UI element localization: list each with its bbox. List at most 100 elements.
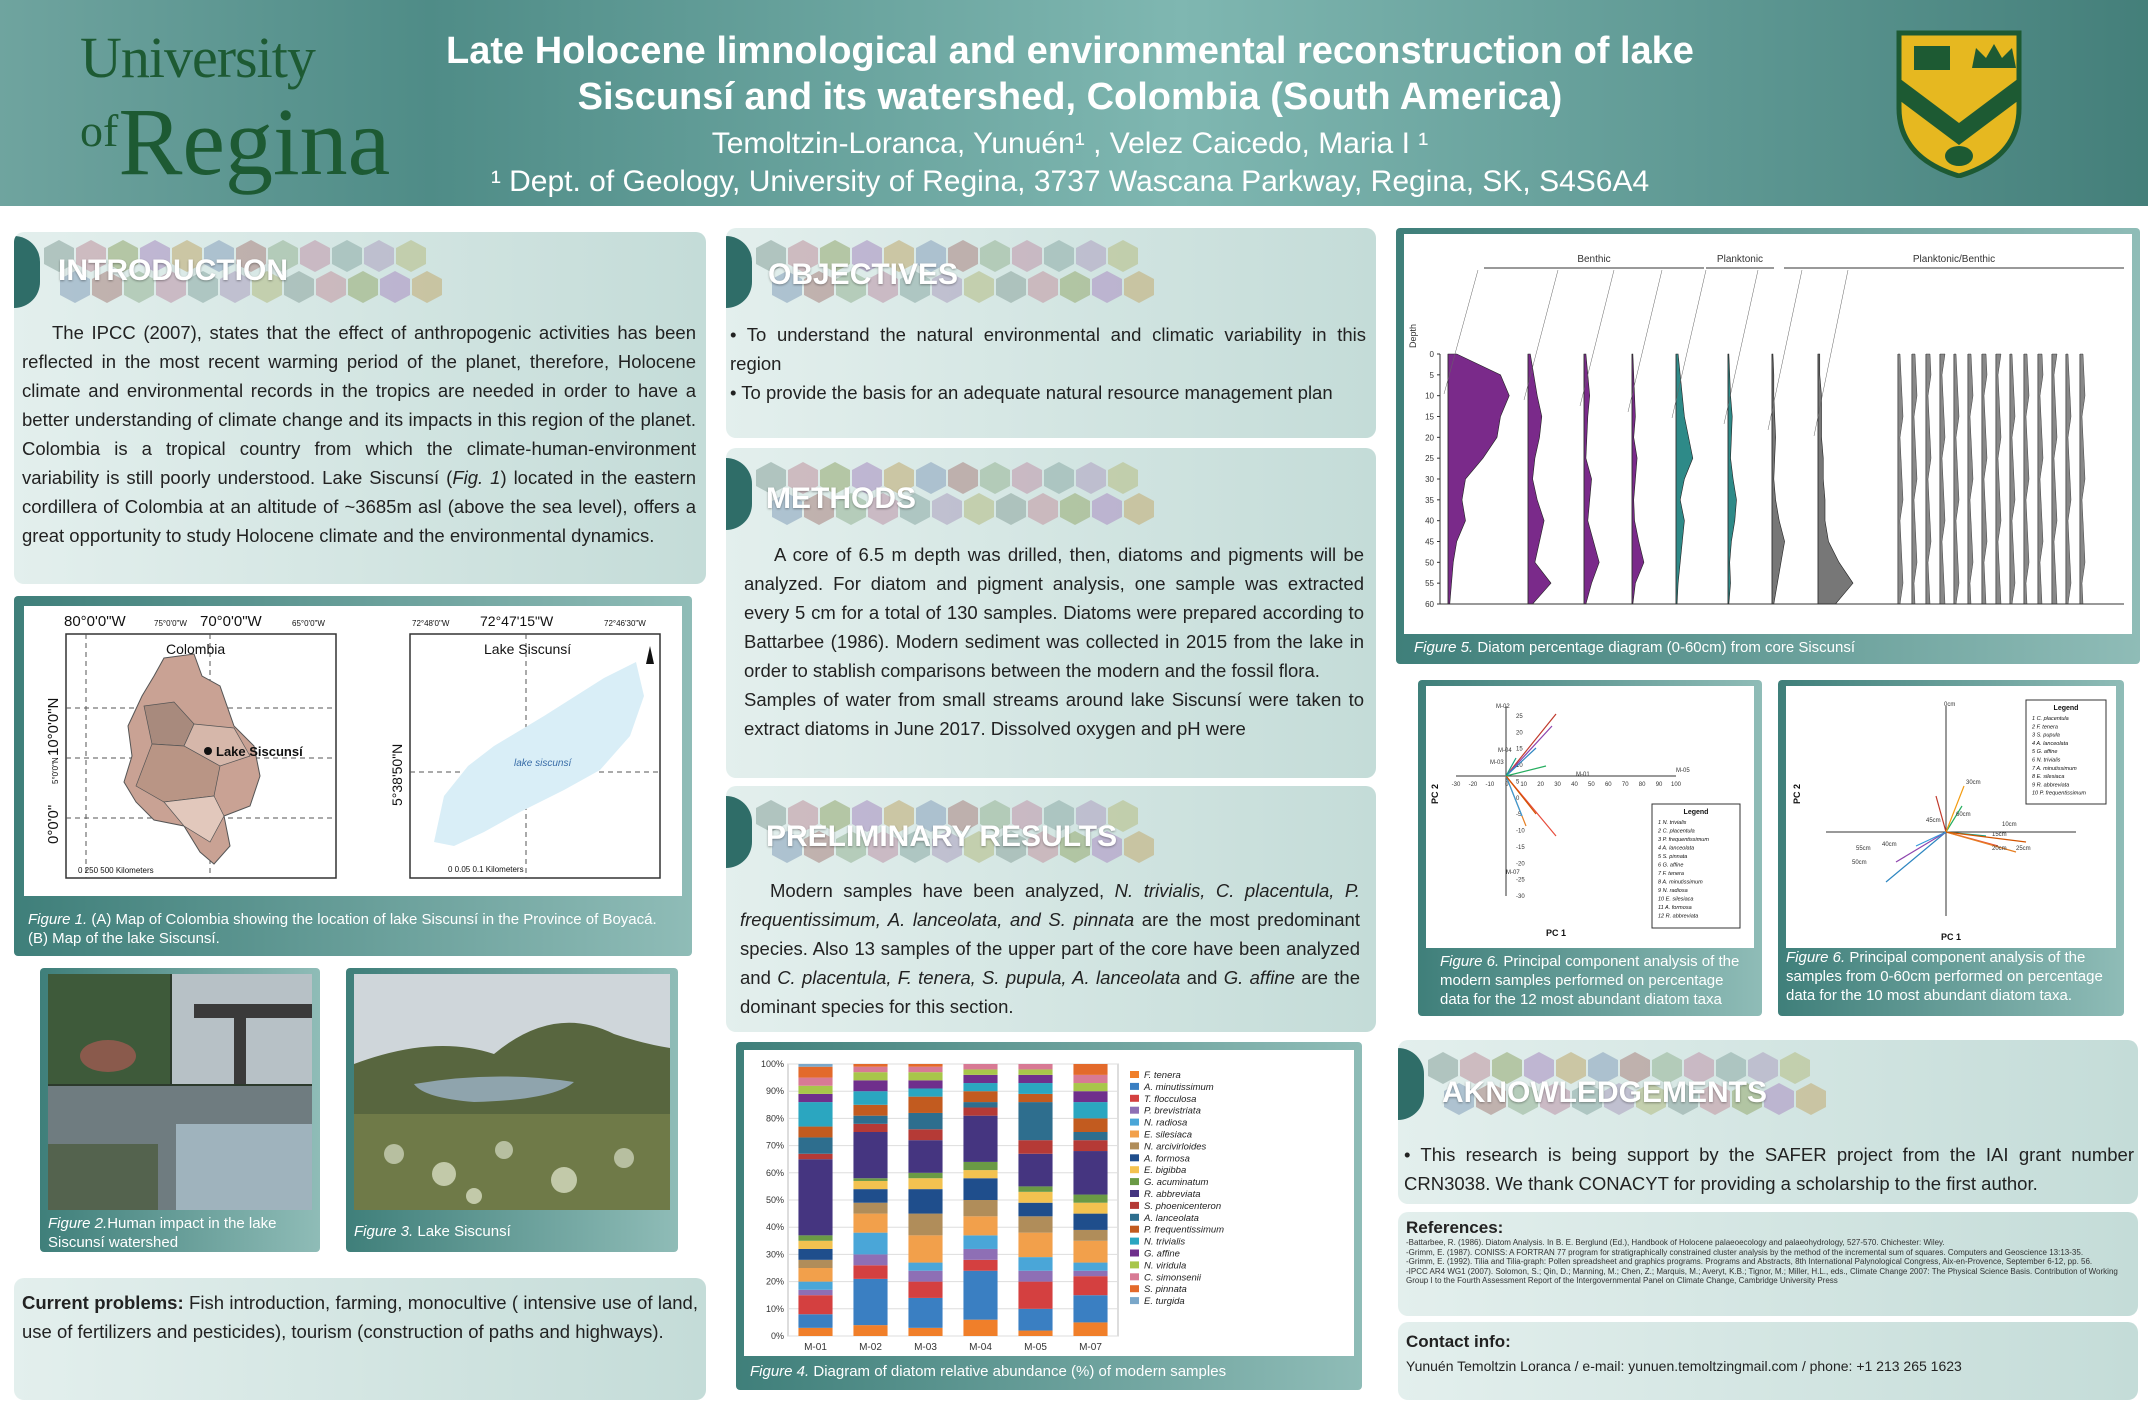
loading-arrow bbox=[1915, 831, 1947, 847]
bar-segment bbox=[908, 1297, 943, 1328]
taxon-leader bbox=[1443, 269, 1479, 395]
figure-5-panel: Depth 0 5 10 15 20 25 30 35 40 45 50 55 60 Benthic Plan… bbox=[1396, 228, 2140, 664]
legend-label: A. minutissimum bbox=[1143, 1082, 1214, 1093]
legend-swatch bbox=[1130, 1178, 1139, 1186]
pca-core-chart: 0cm 10cm 15cm 20cm 25cm 30cm 40cm 45cm 50cm 55cm 6… bbox=[1792, 699, 2107, 942]
map-a-marker-label: Lake Siscunsí bbox=[216, 744, 303, 759]
sample-label: 0cm bbox=[1944, 702, 1955, 708]
university-crest-icon bbox=[1896, 30, 2022, 178]
reference-item: -IPCC AR4 WG1 (2007). Solomon, S.; Qin, … bbox=[1406, 1266, 2118, 1286]
taxon-curve bbox=[1817, 353, 1854, 605]
figure-3-panel: Figure 3. Lake Siscunsí bbox=[346, 968, 678, 1252]
bar-segment bbox=[908, 1064, 943, 1067]
depth-tick: 10 bbox=[1425, 392, 1434, 401]
fig4-caption-text: Diagram of diatom relative abundance (%)… bbox=[809, 1363, 1227, 1380]
legend-entry: 8 E. silesiaca bbox=[2032, 774, 2064, 780]
bar-segment bbox=[853, 1080, 888, 1092]
bar-segment bbox=[908, 1096, 943, 1113]
x-tick-label: 40 bbox=[1571, 782, 1578, 788]
title-line-2: Siscunsí and its watershed, Colombia (So… bbox=[577, 76, 1563, 118]
depth-tick: 20 bbox=[1425, 433, 1434, 442]
reference-item: -Grimm, E. (1987). CONISS: A FORTRAN 77 … bbox=[1406, 1247, 2084, 1257]
hex-shape bbox=[836, 271, 866, 303]
legend-label: S. phoenicenteron bbox=[1144, 1201, 1221, 1212]
bar-segment bbox=[798, 1159, 833, 1236]
fig2-caption-label: Figure 2. bbox=[48, 1215, 108, 1232]
section-accent bbox=[726, 236, 752, 308]
map-b-lat: 5°38'50"N bbox=[389, 744, 405, 806]
legend-entry: 9 N. radiosa bbox=[1658, 888, 1688, 894]
methods-heading-bar: METHODS bbox=[726, 458, 1376, 530]
y-tick-label: 5 bbox=[1516, 779, 1520, 785]
legend-entry: 10 P. frequentissimum bbox=[2032, 791, 2086, 797]
bar-segment bbox=[1073, 1213, 1108, 1230]
taxon-curve bbox=[2079, 353, 2086, 605]
hex-shape bbox=[1588, 1052, 1618, 1084]
legend-label: G. affine bbox=[1144, 1249, 1180, 1260]
taxon-curve bbox=[1727, 353, 1737, 605]
bar-segment bbox=[1073, 1083, 1108, 1092]
figure-1-caption: Figure 1. (A) Map of Colombia showing th… bbox=[28, 910, 678, 948]
bar-segment bbox=[1073, 1118, 1108, 1132]
loading-arrow bbox=[1935, 795, 1947, 833]
taxon-leader bbox=[1813, 269, 1849, 437]
bar-segment bbox=[798, 1235, 833, 1241]
x-tick-label: M-03 bbox=[914, 1342, 937, 1353]
taxon-curve bbox=[1925, 353, 1932, 605]
bar-segment bbox=[798, 1259, 833, 1268]
map-b-lake-label: lake siscunsí bbox=[514, 758, 572, 769]
bar-segment bbox=[963, 1235, 998, 1249]
references-heading: References: bbox=[1406, 1218, 1504, 1237]
y-tick-label: -10 bbox=[1516, 829, 1525, 835]
y-tick-label: 25 bbox=[1516, 714, 1523, 720]
legend-entry: 4 A. lanceolata bbox=[1658, 846, 1694, 852]
methods-paragraph-2: Samples of water from small streams arou… bbox=[744, 689, 1364, 739]
hex-shape bbox=[1668, 1083, 1698, 1115]
sample-label: 15cm bbox=[1992, 832, 2007, 838]
maps-svg: Lake Siscunsí Colombia 80°0'0"W 75°0'0"W… bbox=[45, 613, 661, 879]
bar-segment bbox=[1018, 1330, 1053, 1336]
objective-item: • To provide the basis for an adequate n… bbox=[730, 382, 1333, 403]
bar-segment bbox=[853, 1189, 888, 1203]
loading-arrow bbox=[1505, 757, 1517, 777]
figure-6b-chart-area: 0cm 10cm 15cm 20cm 25cm 30cm 40cm 45cm 50cm 55cm 6… bbox=[1786, 686, 2116, 948]
taxon-curve bbox=[2009, 353, 2016, 605]
y-tick-label: -5 bbox=[1516, 812, 1522, 818]
legend-label: A. formosa bbox=[1143, 1153, 1190, 1164]
sample-label: 45cm bbox=[1926, 818, 1941, 824]
bar-segment bbox=[963, 1107, 998, 1116]
depth-tick: 35 bbox=[1425, 496, 1434, 505]
hex-shape bbox=[996, 493, 1026, 525]
depth-tick: 55 bbox=[1425, 579, 1434, 588]
bar-segment bbox=[853, 1123, 888, 1132]
loading-arrow bbox=[1895, 831, 1947, 863]
map-b-title: Lake Siscunsí bbox=[484, 641, 571, 657]
objectives-list: • To understand the natural environmenta… bbox=[730, 320, 1366, 407]
logo-regina: Regina bbox=[118, 88, 391, 195]
hex-shape bbox=[332, 240, 362, 272]
legend-swatch bbox=[1130, 1249, 1139, 1257]
hex-shape bbox=[1732, 1083, 1762, 1115]
legend-swatch bbox=[1130, 1297, 1139, 1305]
hex-shape bbox=[1108, 462, 1138, 494]
bar-segment bbox=[853, 1066, 888, 1073]
fig6a-caption-text: Principal component analysis of the mode… bbox=[1440, 953, 1740, 1008]
authors: Temoltzin-Loranca, Yunuén¹ , Velez Caice… bbox=[711, 127, 1429, 160]
hex-shape bbox=[1060, 493, 1090, 525]
bar-segment bbox=[1018, 1093, 1053, 1103]
bar-segment bbox=[853, 1132, 888, 1179]
hex-shape bbox=[1748, 1052, 1778, 1084]
hex-shape bbox=[804, 271, 834, 303]
hex-shape bbox=[1780, 1052, 1810, 1084]
bar-segment bbox=[963, 1161, 998, 1171]
bar-segment bbox=[798, 1248, 833, 1260]
legend-swatch bbox=[1130, 1225, 1139, 1233]
sample-label: 10cm bbox=[2002, 822, 2017, 828]
pc1-label: PC 1 bbox=[1941, 932, 1961, 942]
legend-entry: 5 G. affine bbox=[2032, 749, 2057, 755]
figure-3-caption: Figure 3. Lake Siscunsí bbox=[354, 1222, 670, 1241]
legend-entry: 7 A. minutissimum bbox=[2032, 766, 2077, 772]
hex-shape bbox=[220, 271, 250, 303]
contact-panel: Contact info: Yunuén Temoltzin Loranca /… bbox=[1398, 1322, 2138, 1400]
hex-shape bbox=[1556, 1052, 1586, 1084]
